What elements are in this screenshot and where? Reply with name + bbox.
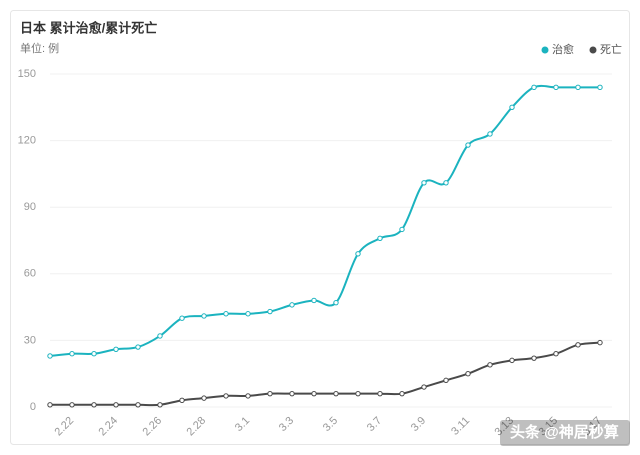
y-tick-label: 0 <box>30 401 36 413</box>
data-point <box>245 393 251 399</box>
data-point <box>113 346 119 352</box>
data-point <box>355 390 361 397</box>
data-point <box>69 351 75 357</box>
data-point <box>47 402 53 408</box>
data-point <box>91 351 97 357</box>
data-point <box>597 84 603 91</box>
data-point <box>531 84 537 91</box>
data-point <box>267 308 273 315</box>
data-point <box>91 402 97 408</box>
data-point <box>465 371 471 377</box>
data-point <box>223 311 229 317</box>
data-point <box>69 402 75 408</box>
data-point <box>509 357 515 364</box>
data-point <box>201 395 207 401</box>
y-tick-label: 120 <box>18 135 36 147</box>
data-point <box>113 402 119 408</box>
data-point <box>531 355 537 361</box>
y-tick-label: 150 <box>18 68 36 80</box>
watermark: 头条 @神居秒算 <box>510 423 619 441</box>
data-point <box>575 84 581 91</box>
legend-marker <box>541 46 549 54</box>
chart-subtitle: 单位: 例 <box>20 41 59 55</box>
data-point <box>399 226 405 233</box>
data-point <box>289 302 295 308</box>
data-point <box>179 397 185 404</box>
data-point <box>443 180 449 186</box>
data-point <box>333 299 339 306</box>
data-point <box>289 390 295 397</box>
data-point <box>421 180 427 186</box>
data-point <box>509 104 515 111</box>
data-point <box>223 393 229 399</box>
data-point <box>575 342 581 348</box>
watermark-bg <box>500 420 630 446</box>
data-point <box>333 390 339 397</box>
data-point <box>311 390 317 397</box>
data-point <box>487 131 493 137</box>
data-point <box>135 344 141 350</box>
data-point <box>201 313 207 319</box>
legend-label: 死亡 <box>600 42 622 56</box>
data-point <box>377 390 383 397</box>
data-point <box>443 377 449 384</box>
data-point <box>597 339 603 346</box>
data-point <box>355 251 361 257</box>
data-point <box>135 402 141 408</box>
y-tick-label: 60 <box>24 268 36 280</box>
legend-marker <box>589 46 597 54</box>
chart-title: 日本 累计治愈/累计死亡 <box>20 20 157 35</box>
data-point <box>267 390 273 397</box>
data-point <box>245 311 251 317</box>
data-point <box>47 353 53 359</box>
data-point <box>157 333 163 339</box>
data-point <box>399 390 405 397</box>
data-point <box>553 84 559 91</box>
data-point <box>311 297 317 304</box>
data-point <box>421 384 427 390</box>
legend-label: 治愈 <box>552 42 574 56</box>
y-tick-label: 90 <box>24 201 36 213</box>
data-point <box>377 235 383 241</box>
data-point <box>487 362 493 368</box>
data-point <box>465 142 471 148</box>
data-point <box>179 315 185 321</box>
card <box>10 10 630 445</box>
data-point <box>157 402 163 408</box>
y-tick-label: 30 <box>24 334 36 346</box>
data-point <box>553 351 559 357</box>
